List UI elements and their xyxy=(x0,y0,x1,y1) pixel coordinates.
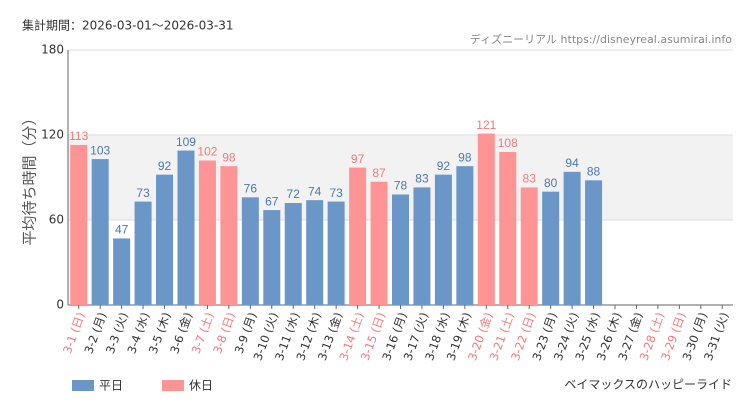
bar xyxy=(156,174,174,305)
y-tick-label: 60 xyxy=(49,213,64,227)
value-label: 98 xyxy=(222,150,236,164)
value-label: 102 xyxy=(197,145,217,159)
bar xyxy=(134,201,152,305)
value-label: 76 xyxy=(244,182,258,196)
bar xyxy=(413,187,431,305)
value-label: 72 xyxy=(287,187,301,201)
bar xyxy=(456,166,474,305)
source: ディズニーリアル https://disneyreal.asumirai.inf… xyxy=(470,32,732,46)
value-label: 109 xyxy=(176,135,196,149)
value-label: 67 xyxy=(265,194,279,208)
bar xyxy=(499,152,517,305)
value-label: 80 xyxy=(544,176,558,190)
bar xyxy=(477,133,495,305)
legend-swatch xyxy=(162,380,184,391)
bar xyxy=(113,238,131,305)
legend-swatch xyxy=(72,380,94,391)
value-label: 88 xyxy=(587,165,601,179)
value-label: 73 xyxy=(329,186,343,200)
value-label: 92 xyxy=(437,159,451,173)
value-label: 73 xyxy=(136,186,150,200)
y-tick-label: 0 xyxy=(56,298,64,312)
value-label: 113 xyxy=(69,129,88,143)
value-label: 47 xyxy=(115,223,129,237)
bar xyxy=(327,201,345,305)
bar xyxy=(284,203,302,305)
value-label: 74 xyxy=(308,184,322,198)
bar xyxy=(91,159,109,305)
bar xyxy=(349,167,367,305)
bar xyxy=(306,200,324,305)
bar xyxy=(198,160,216,305)
chart-title: 集計期間：2026-03-01～2026-03-31 xyxy=(22,18,233,33)
bar xyxy=(585,180,603,305)
bar xyxy=(542,191,560,305)
bar xyxy=(370,181,388,305)
value-label: 97 xyxy=(351,152,365,166)
value-label: 87 xyxy=(372,166,386,180)
value-label: 103 xyxy=(90,143,110,157)
bar xyxy=(263,210,281,305)
bar xyxy=(220,166,238,305)
legend-label: 平日 xyxy=(99,379,123,393)
value-label: 92 xyxy=(158,159,172,173)
value-label: 78 xyxy=(394,179,408,193)
bar xyxy=(520,187,538,305)
value-label: 108 xyxy=(498,136,518,150)
y-tick-label: 180 xyxy=(41,43,64,57)
bar xyxy=(434,174,452,305)
bar xyxy=(392,194,409,305)
value-label: 94 xyxy=(565,156,579,170)
bar xyxy=(177,150,195,305)
value-label: 83 xyxy=(523,172,537,186)
legend-label: 休日 xyxy=(189,379,213,393)
value-label: 121 xyxy=(476,118,496,132)
value-label: 83 xyxy=(415,172,429,186)
bar xyxy=(563,171,581,305)
value-label: 98 xyxy=(458,150,472,164)
bar xyxy=(241,197,259,305)
bar xyxy=(70,144,88,305)
y-tick-label: 120 xyxy=(41,128,64,142)
subtitle: ベイマックスのハッピーライド xyxy=(564,378,732,392)
y-axis-label: 平均待ち時間（分） xyxy=(21,110,39,245)
